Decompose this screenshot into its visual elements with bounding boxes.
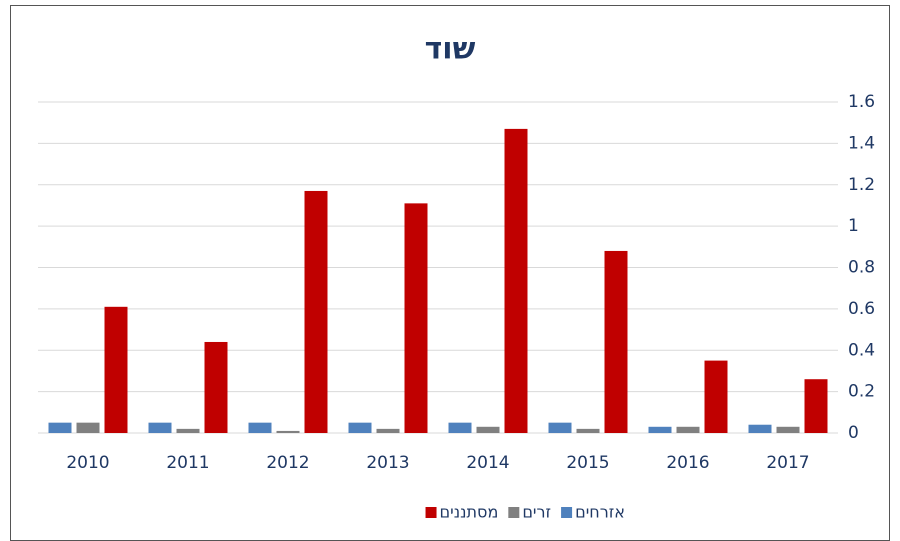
x-tick-label: 2014 xyxy=(466,453,509,473)
bar xyxy=(504,128,528,434)
bar xyxy=(776,426,800,433)
bar xyxy=(576,428,600,433)
bar xyxy=(148,422,172,433)
bar xyxy=(448,422,472,433)
chart-border xyxy=(10,5,890,541)
x-tick-label: 2011 xyxy=(166,453,209,473)
y-tick-label: 1.6 xyxy=(848,92,875,112)
y-tick-label: 0.6 xyxy=(848,299,875,319)
legend-label: זרים xyxy=(522,503,551,522)
bar xyxy=(48,422,72,433)
x-tick-label: 2017 xyxy=(766,453,809,473)
y-tick-label: 0.8 xyxy=(848,258,875,278)
bar xyxy=(304,190,328,433)
legend-swatch xyxy=(561,507,573,518)
bar xyxy=(248,422,272,433)
bar xyxy=(104,306,128,433)
y-tick-label: 1.4 xyxy=(848,133,875,153)
bar xyxy=(376,428,400,433)
y-tick-label: 0.4 xyxy=(848,340,875,360)
x-tick-label: 2012 xyxy=(266,453,309,473)
bar xyxy=(176,428,200,433)
bar xyxy=(704,360,728,433)
bar xyxy=(76,422,100,433)
legend-swatch xyxy=(425,507,437,518)
x-tick-label: 2015 xyxy=(566,453,609,473)
legend-label: מסתננים xyxy=(440,503,499,522)
legend-label: אזרחים xyxy=(575,503,625,522)
bar xyxy=(676,426,700,433)
y-tick-label: 1.2 xyxy=(848,175,875,195)
bar xyxy=(348,422,372,433)
y-tick-label: 1 xyxy=(848,216,859,236)
bar xyxy=(276,430,300,433)
bar xyxy=(204,341,228,433)
bar xyxy=(604,250,628,433)
y-tick-label: 0 xyxy=(848,423,859,443)
x-tick-label: 2013 xyxy=(366,453,409,473)
legend-swatch xyxy=(508,507,520,518)
chart-title: שוד xyxy=(425,32,476,67)
y-tick-label: 0.2 xyxy=(848,382,875,402)
bar xyxy=(648,426,672,433)
x-tick-label: 2010 xyxy=(66,453,109,473)
bar xyxy=(404,203,428,433)
x-tick-label: 2016 xyxy=(666,453,709,473)
bar xyxy=(548,422,572,433)
bar xyxy=(804,379,828,433)
bar xyxy=(748,424,772,433)
bar xyxy=(476,426,500,433)
